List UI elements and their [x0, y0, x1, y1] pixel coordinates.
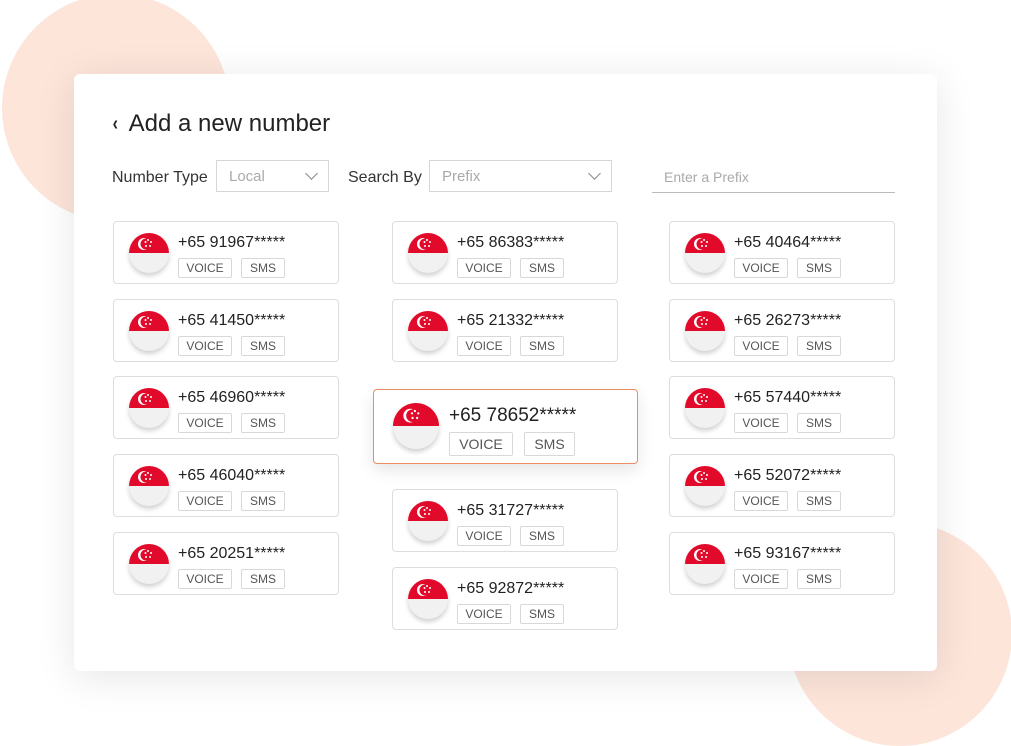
sms-tag: SMS [797, 413, 841, 433]
chevron-down-icon [305, 167, 318, 180]
number-card[interactable]: +65 86383***** VOICE SMS [392, 221, 618, 284]
number-card[interactable]: +65 26273***** VOICE SMS [669, 299, 895, 362]
voice-tag: VOICE [734, 258, 788, 278]
phone-number: +65 46960***** [178, 389, 286, 406]
voice-tag: VOICE [734, 491, 788, 511]
singapore-flag-icon [408, 579, 448, 619]
singapore-flag-icon [129, 388, 169, 428]
voice-tag: VOICE [178, 569, 232, 589]
number-card[interactable]: +65 21332***** VOICE SMS [392, 299, 618, 362]
number-card[interactable]: +65 46960***** VOICE SMS [113, 376, 339, 439]
sms-tag: SMS [241, 569, 285, 589]
phone-number: +65 78652***** [449, 405, 577, 426]
phone-number: +65 46040***** [178, 467, 286, 484]
singapore-flag-icon [408, 311, 448, 351]
voice-tag: VOICE [457, 604, 511, 624]
phone-number: +65 57440***** [734, 389, 842, 406]
number-card[interactable]: +65 57440***** VOICE SMS [669, 376, 895, 439]
number-type-label: Number Type [112, 169, 208, 186]
voice-tag: VOICE [178, 491, 232, 511]
number-card[interactable]: +65 93167***** VOICE SMS [669, 532, 895, 595]
phone-number: +65 20251***** [178, 545, 286, 562]
phone-number: +65 31727***** [457, 502, 565, 519]
voice-tag: VOICE [457, 258, 511, 278]
singapore-flag-icon [685, 466, 725, 506]
sms-tag: SMS [797, 336, 841, 356]
sms-tag: SMS [520, 526, 564, 546]
sms-tag: SMS [241, 336, 285, 356]
singapore-flag-icon [393, 403, 439, 449]
prefix-input[interactable] [652, 161, 895, 193]
phone-number: +65 41450***** [178, 312, 286, 329]
sms-tag: SMS [797, 258, 841, 278]
page-header: ‹ Add a new number [112, 110, 330, 138]
voice-tag: VOICE [178, 413, 232, 433]
sms-tag: SMS [520, 336, 564, 356]
add-number-panel: ‹ Add a new number Number Type Local Sea… [74, 74, 937, 671]
number-type-select[interactable]: Local [216, 160, 329, 192]
sms-tag: SMS [797, 569, 841, 589]
voice-tag: VOICE [178, 336, 232, 356]
singapore-flag-icon [408, 233, 448, 273]
phone-number: +65 86383***** [457, 234, 565, 251]
number-card[interactable]: +65 31727***** VOICE SMS [392, 489, 618, 552]
phone-number: +65 21332***** [457, 312, 565, 329]
phone-number: +65 92872***** [457, 580, 565, 597]
singapore-flag-icon [129, 311, 169, 351]
page-title: Add a new number [128, 110, 331, 137]
number-card[interactable]: +65 20251***** VOICE SMS [113, 532, 339, 595]
voice-tag: VOICE [734, 413, 788, 433]
number-type-value: Local [229, 167, 265, 185]
search-by-value: Prefix [442, 167, 481, 185]
sms-tag: SMS [520, 258, 564, 278]
number-card[interactable]: +65 46040***** VOICE SMS [113, 454, 339, 517]
voice-tag: VOICE [449, 432, 513, 456]
phone-number: +65 52072***** [734, 467, 842, 484]
singapore-flag-icon [408, 501, 448, 541]
phone-number: +65 40464***** [734, 234, 842, 251]
singapore-flag-icon [685, 544, 725, 584]
singapore-flag-icon [129, 233, 169, 273]
sms-tag: SMS [524, 432, 575, 456]
voice-tag: VOICE [457, 526, 511, 546]
voice-tag: VOICE [178, 258, 232, 278]
sms-tag: SMS [241, 491, 285, 511]
sms-tag: SMS [520, 604, 564, 624]
number-card[interactable]: +65 41450***** VOICE SMS [113, 299, 339, 362]
voice-tag: VOICE [457, 336, 511, 356]
singapore-flag-icon [685, 233, 725, 273]
singapore-flag-icon [129, 544, 169, 584]
chevron-left-icon[interactable]: ‹ [112, 112, 119, 135]
sms-tag: SMS [797, 491, 841, 511]
phone-number: +65 93167***** [734, 545, 842, 562]
number-card[interactable]: +65 40464***** VOICE SMS [669, 221, 895, 284]
singapore-flag-icon [685, 388, 725, 428]
phone-number: +65 26273***** [734, 312, 842, 329]
search-by-select[interactable]: Prefix [429, 160, 612, 192]
sms-tag: SMS [241, 413, 285, 433]
voice-tag: VOICE [734, 569, 788, 589]
voice-tag: VOICE [734, 336, 788, 356]
number-card[interactable]: +65 92872***** VOICE SMS [392, 567, 618, 630]
number-card[interactable]: +65 91967***** VOICE SMS [113, 221, 339, 284]
number-card-selected[interactable]: +65 78652***** VOICE SMS [373, 389, 638, 464]
singapore-flag-icon [685, 311, 725, 351]
sms-tag: SMS [241, 258, 285, 278]
singapore-flag-icon [129, 466, 169, 506]
phone-number: +65 91967***** [178, 234, 286, 251]
chevron-down-icon [588, 167, 601, 180]
number-card[interactable]: +65 52072***** VOICE SMS [669, 454, 895, 517]
search-by-label: Search By [348, 169, 422, 186]
